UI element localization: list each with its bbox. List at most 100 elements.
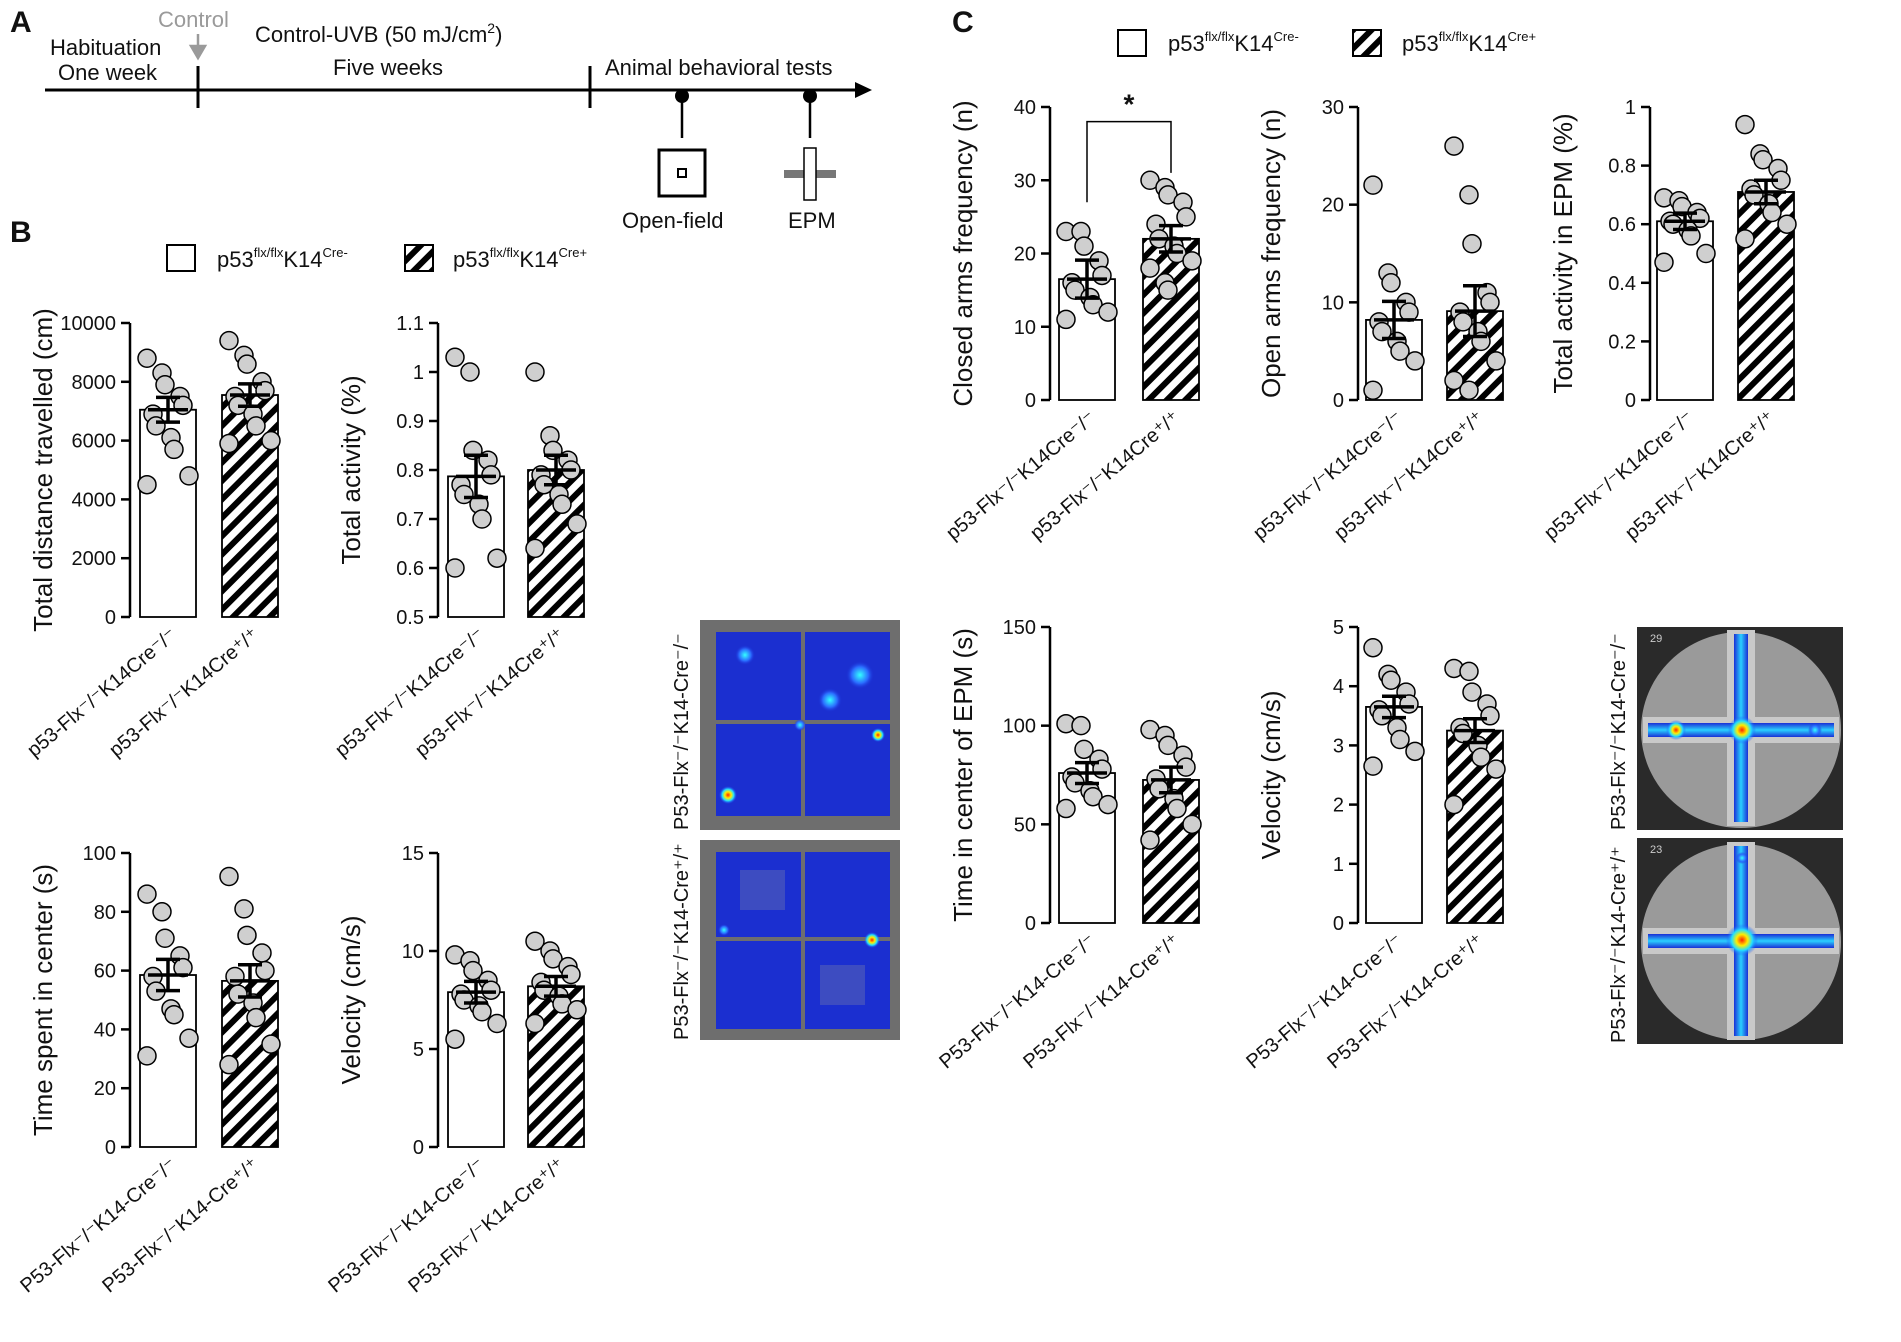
chart-time-in-center: 0 20 40 60 80 100 Time spent in center (s) P53-…: [16, 843, 281, 1297]
data-point: [1056, 309, 1076, 330]
data-point: [1735, 229, 1755, 249]
chart-open-arms-frequency: 0 10 20 30 Open arms frequency (n) p53-Flx⁻/⁻…: [1249, 97, 1506, 545]
y-tick-label: 40: [1014, 97, 1036, 119]
data-point: [155, 374, 175, 395]
y-tick-label: 50: [1014, 814, 1036, 836]
significance-marker: *: [1124, 89, 1135, 120]
x-category-label: P53-Flx⁻/⁻K14-Cre⁺/⁺: [1323, 930, 1488, 1073]
y-tick-label: 0: [1025, 913, 1036, 935]
y-axis-label: Open arms frequency (n): [1256, 109, 1286, 398]
y-axis-label: Total activity in EPM (%): [1548, 113, 1578, 393]
x-category-label: p53-Flx⁻/⁻K14Cre⁻/⁻: [1249, 407, 1407, 545]
y-tick-label: 30: [1014, 170, 1036, 192]
data-point: [472, 1002, 492, 1022]
y-tick-label: 0.8: [1608, 156, 1636, 178]
data-point: [552, 494, 572, 515]
data-point: [1486, 759, 1506, 779]
y-tick-label: 20: [94, 1078, 116, 1100]
data-point: [1167, 798, 1187, 819]
data-point: [234, 899, 254, 919]
y-tick-label: 100: [83, 843, 116, 865]
data-point: [1056, 798, 1076, 819]
open-field-test-marker: [657, 89, 707, 198]
legend-b: p53flx/flxK14Cre- p53flx/flxK14Cre+: [166, 244, 587, 272]
data-point: [487, 1013, 507, 1034]
y-tick-label: 10: [1322, 292, 1344, 314]
y-tick-label: 150: [1003, 617, 1036, 639]
data-point: [1140, 830, 1160, 850]
y-tick-label: 1: [1625, 97, 1636, 119]
y-tick-label: 40: [94, 1019, 116, 1041]
y-tick-label: 0: [1625, 390, 1636, 412]
data-point: [137, 884, 157, 904]
y-tick-label: 0: [413, 1137, 424, 1159]
data-point: [1363, 637, 1383, 658]
data-point: [146, 416, 166, 436]
tests-label: Animal behavioral tests: [605, 55, 832, 80]
x-category-label: p53-Flx⁻/⁻K14Cre⁺/⁺: [1330, 407, 1488, 545]
data-point: [1158, 735, 1178, 756]
data-point: [219, 866, 239, 887]
data-point: [219, 433, 239, 454]
open-field-heatmap-bottom-label: P53-Flx⁻/⁻K14-Cre⁺/⁺: [671, 843, 693, 1040]
panel-label-b: B: [10, 216, 32, 249]
data-point: [1735, 114, 1755, 135]
data-point: [1098, 794, 1118, 815]
y-tick-label: 20: [1322, 195, 1344, 217]
uvb-label: Control-UVB (50 mJ/cm2): [255, 20, 502, 47]
data-point: [525, 362, 545, 382]
timeline-axis: [45, 66, 872, 108]
y-tick-label: 0.8: [396, 460, 424, 482]
x-category-label: p53-Flx⁻/⁻K14Cre⁻/⁻: [1540, 407, 1698, 545]
data-point: [445, 347, 465, 368]
epm-label: EPM: [788, 208, 836, 233]
y-axis-label: Time in center of EPM (s): [948, 628, 978, 922]
y-tick-label: 2000: [72, 548, 117, 570]
legend-swatch-open: [166, 244, 196, 272]
epm-heatmap-top: 29: [1637, 627, 1843, 830]
data-point: [1074, 739, 1094, 760]
data-point: [1363, 175, 1383, 195]
chart-total-activity-epm: 0 0.2 0.4 0.6 0.8 1 Total activity in EPM (%) p…: [1540, 97, 1797, 545]
epm-heatmap-bottom: 23: [1637, 838, 1843, 1044]
data-point: [525, 931, 545, 951]
data-point: [1083, 786, 1103, 807]
open-field-heatmap-top: [700, 620, 900, 830]
data-point: [525, 538, 545, 559]
y-tick-label: 8000: [72, 372, 117, 394]
significance-bracket: [1086, 120, 1172, 203]
data-point: [1753, 149, 1773, 170]
x-category-label: p53-Flx⁻/⁻K14Cre⁺/⁺: [411, 624, 569, 762]
legend-swatch-hatched: [1352, 29, 1382, 57]
data-point: [137, 1046, 157, 1066]
data-point: [252, 943, 272, 963]
y-tick-label: 30: [1322, 97, 1344, 119]
open-field-heatmap-bottom: [700, 840, 900, 1040]
epm-frame-number-top: 29: [1650, 633, 1662, 645]
x-category-label: p53-Flx⁻/⁻K14Cre⁺/⁺: [1621, 407, 1779, 545]
chart-total-activity: 0.5 0.6 0.7 0.8 0.9 1 1.1 Total activity (%) p53…: [331, 313, 587, 762]
open-field-label: Open-field: [622, 208, 724, 233]
y-axis-label: Closed arms frequency (n): [948, 100, 978, 406]
x-category-label: P53-Flx⁻/⁻K14-Cre⁻/⁻: [935, 930, 1100, 1073]
data-point: [561, 964, 581, 985]
data-point: [1092, 265, 1112, 286]
y-tick-label: 10: [402, 941, 424, 963]
y-tick-label: 0.7: [396, 509, 424, 531]
y-tick-label: 0.5: [396, 607, 424, 629]
data-point: [1459, 185, 1479, 205]
data-point: [445, 1029, 465, 1049]
epm-frame-number-bottom: 23: [1650, 844, 1662, 856]
epm-heatmap-top-label: P53-Flx⁻/⁻K14-Cre⁻/⁻: [1608, 633, 1630, 830]
y-tick-label: 6000: [72, 431, 117, 453]
y-tick-label: 15: [402, 843, 424, 865]
y-tick-label: 0: [1333, 913, 1344, 935]
y-tick-label: 10: [1014, 317, 1036, 339]
data-point: [237, 925, 257, 946]
x-category-label: P53-Flx⁻/⁻K14-Cre⁻/⁻: [324, 1154, 489, 1297]
y-axis-label: Velocity (cm/s): [336, 915, 366, 1084]
y-tick-label: 0.2: [1608, 331, 1636, 353]
open-field-heatmap-top-label: P53-Flx⁻/⁻K14-Cre⁻/⁻: [671, 633, 693, 830]
y-tick-label: 0.6: [396, 558, 424, 580]
